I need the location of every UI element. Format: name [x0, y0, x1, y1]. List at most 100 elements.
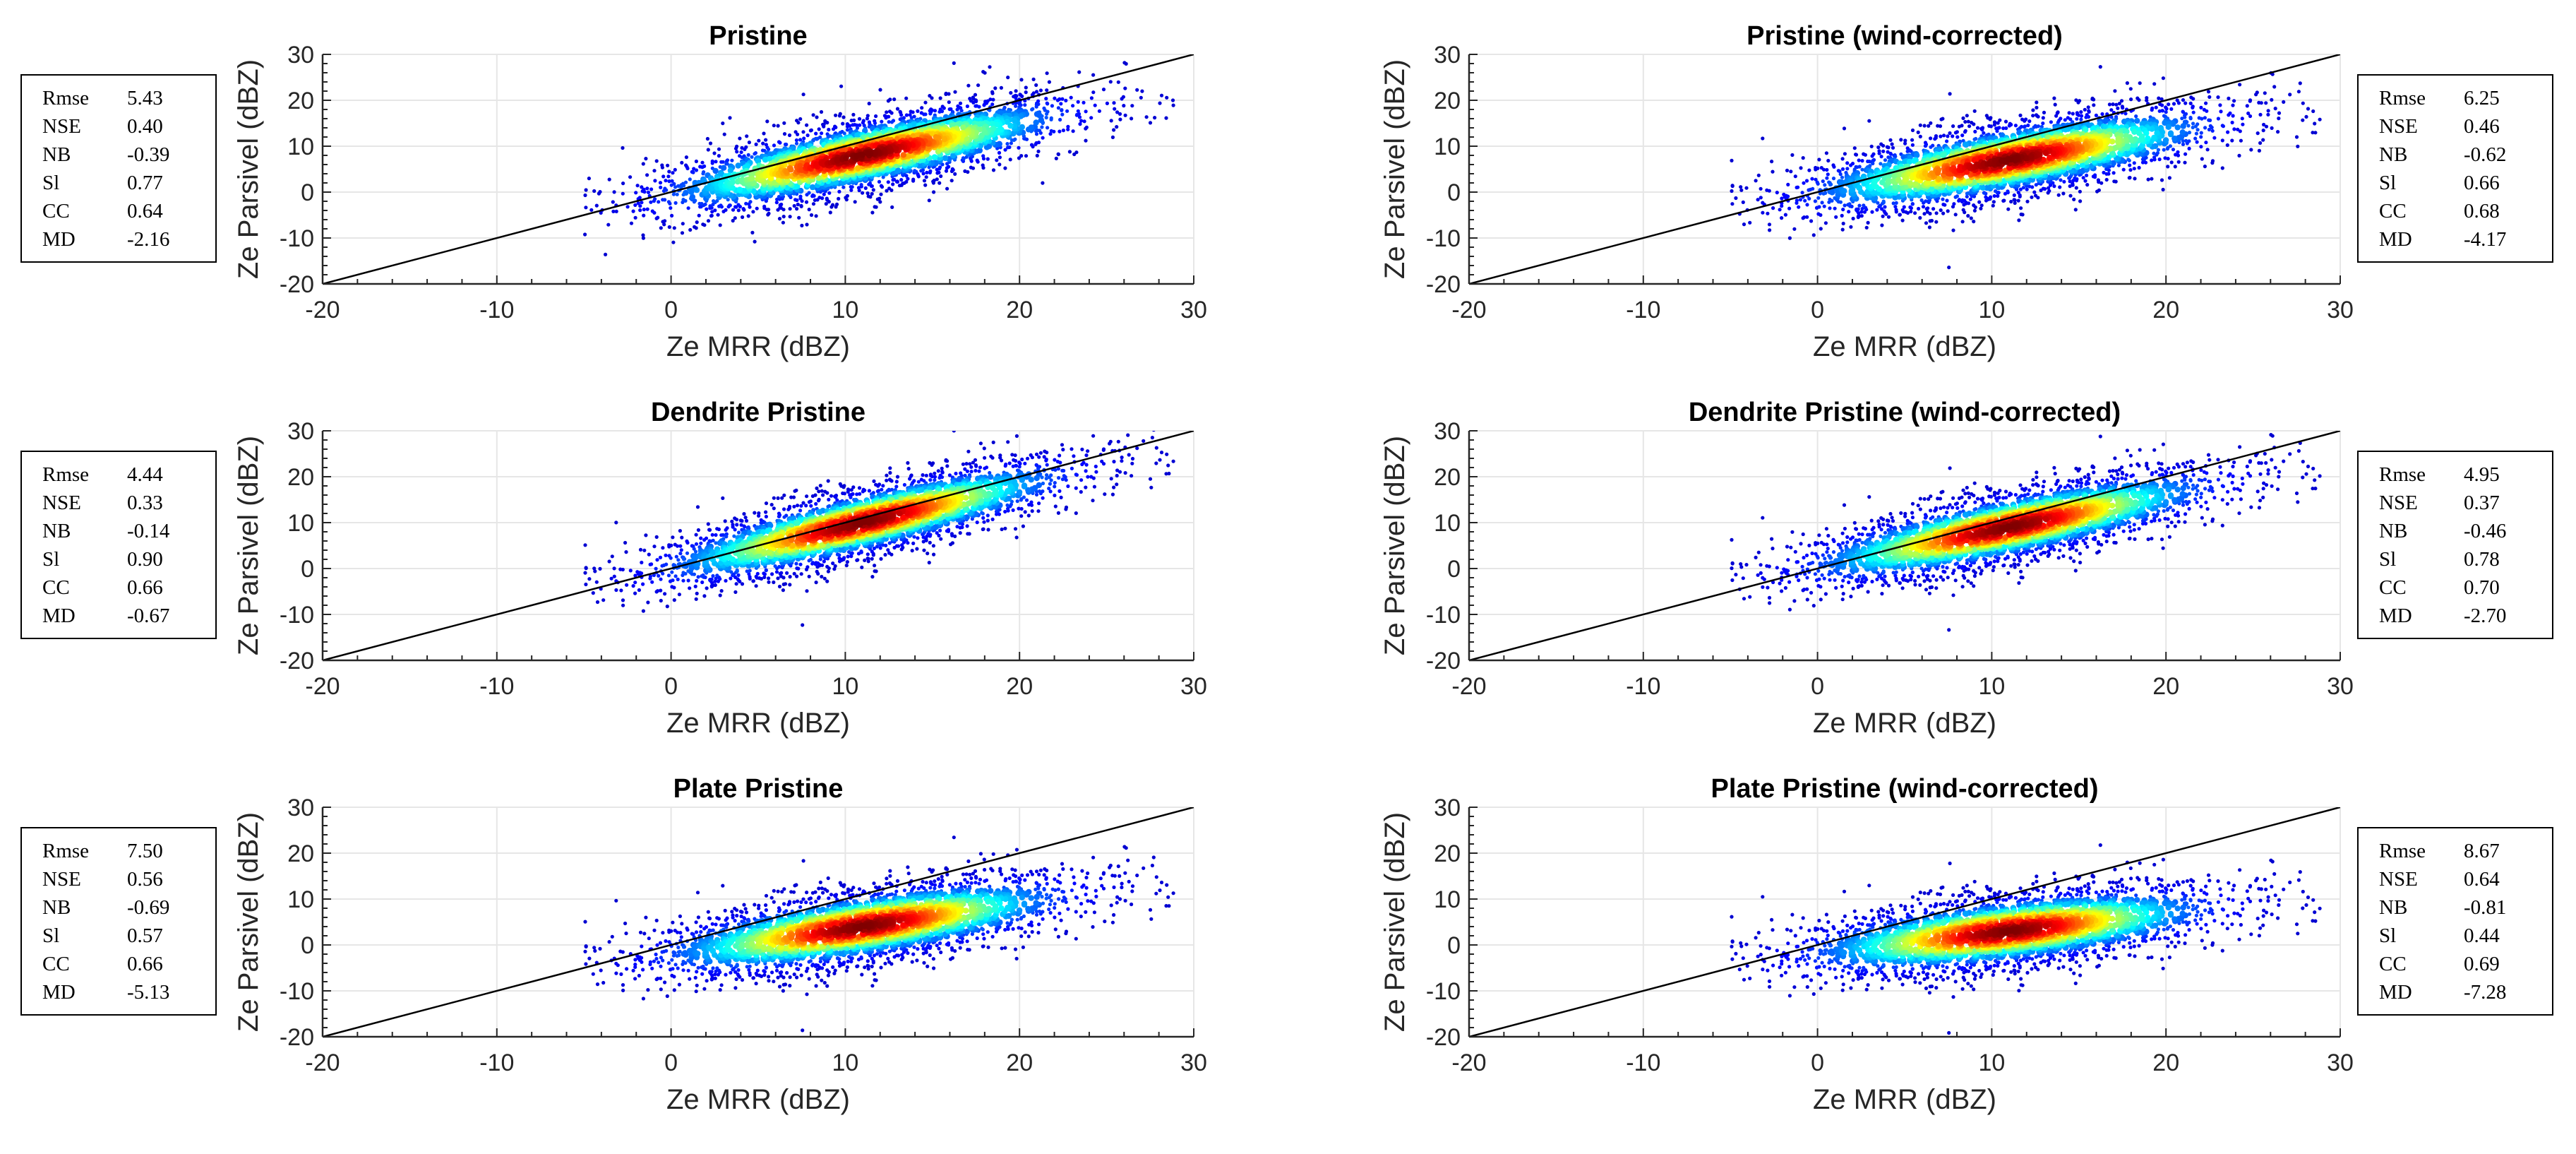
scatter-point: [2168, 144, 2172, 148]
scatter-point: [2111, 102, 2115, 107]
scatter-point: [1823, 221, 1828, 225]
scatter-point: [1821, 179, 1825, 184]
scatter-point: [1730, 184, 1735, 189]
scatter-point: [2270, 126, 2274, 130]
scatter-point: [1841, 188, 1847, 194]
scatter-point: [1881, 199, 1886, 203]
scatter-point: [923, 112, 928, 117]
scatter-point: [1922, 212, 1927, 216]
scatter-point: [728, 116, 732, 120]
scatter-point: [822, 192, 826, 196]
scatter-point: [2167, 130, 2174, 136]
scatter-point: [947, 165, 951, 169]
scatter-points: [583, 61, 1175, 256]
scatter-point: [1961, 208, 1965, 212]
scatter-point: [819, 109, 824, 114]
scatter-point: [2007, 124, 2011, 128]
one-to-one-line: [323, 54, 1194, 284]
scatter-point: [673, 185, 678, 189]
scatter-point: [721, 121, 725, 126]
scatter-point: [657, 200, 661, 204]
scatter-point: [1883, 158, 1888, 162]
scatter-point: [1972, 122, 1976, 126]
scatter-point: [671, 240, 676, 244]
scatter-point: [738, 136, 742, 141]
scatter-point: [1084, 138, 1088, 143]
scatter-point: [2117, 102, 2121, 106]
scatter-point: [1817, 157, 1821, 162]
scatter-point: [2023, 119, 2027, 123]
scatter-point: [2006, 189, 2010, 194]
scatter-point: [2181, 139, 2185, 143]
scatter-point: [1934, 220, 1939, 224]
scatter-point: [928, 169, 933, 173]
scatter-point: [654, 159, 659, 163]
scatter-point: [666, 174, 671, 179]
scatter-point: [2226, 130, 2230, 134]
scatter-point: [767, 155, 773, 162]
scatter-point: [1918, 134, 1922, 138]
scatter-point: [2187, 139, 2191, 143]
scatter-point: [966, 169, 970, 174]
scatter-point: [1941, 202, 1946, 207]
scatter-point: [2264, 101, 2268, 105]
scatter-point: [1895, 177, 1902, 183]
scatter-point: [2199, 135, 2203, 139]
scatter-point: [776, 124, 780, 128]
scatter-point: [1972, 109, 1977, 113]
scatter-point: [1047, 80, 1051, 84]
scatter-point: [656, 215, 660, 220]
scatter-point: [1023, 103, 1027, 107]
scatter-point: [1841, 221, 1845, 226]
scatter-point: [2191, 125, 2195, 130]
scatter-point: [784, 142, 789, 147]
scatter-point: [879, 184, 883, 188]
scatter-point: [1979, 203, 1984, 208]
scatter-point: [2230, 120, 2234, 125]
scatter-point: [842, 131, 846, 136]
scatter-point: [753, 152, 757, 156]
scatter-point: [2187, 131, 2192, 135]
scatter-point: [865, 191, 870, 196]
scatter-point: [642, 208, 646, 212]
scatter-point: [1124, 61, 1128, 66]
scatter-point: [899, 178, 904, 182]
scatter-point: [748, 205, 752, 209]
scatter-point: [1822, 167, 1826, 172]
scatter-point: [2072, 197, 2076, 201]
scatter-point: [782, 121, 786, 125]
scatter-point: [614, 209, 618, 213]
scatter-point: [837, 196, 841, 201]
scatter-point: [1060, 97, 1065, 101]
stat-value: 5.43: [127, 87, 163, 109]
scatter-point: [971, 100, 976, 105]
scatter-point: [1759, 196, 1763, 200]
scatter-point: [1859, 210, 1864, 214]
scatter-point: [1957, 198, 1962, 202]
scatter-point: [671, 192, 676, 196]
scatter-point: [1109, 119, 1113, 123]
scatter-point: [1879, 155, 1883, 159]
scatter-point: [1813, 199, 1817, 203]
scatter-point: [706, 219, 711, 223]
scatter-point: [881, 175, 885, 179]
scatter-point: [1966, 119, 1970, 124]
scatter-point: [633, 203, 637, 207]
scatter-point: [1112, 128, 1116, 132]
scatter-point: [1883, 205, 1887, 209]
x-tick-label: -10: [479, 297, 514, 323]
scatter-point: [928, 112, 933, 116]
scatter-point: [1761, 136, 1765, 141]
scatter-point: [1004, 119, 1010, 125]
scatter-point: [1144, 115, 1149, 119]
scatter-point: [2048, 183, 2053, 187]
scatter-point: [1988, 117, 1992, 121]
scatter-point: [2111, 171, 2116, 175]
scatter-point: [911, 110, 915, 114]
scatter-point: [2266, 109, 2270, 113]
scatter-point: [1825, 176, 1829, 180]
scatter-point: [2067, 111, 2071, 115]
scatter-point: [1056, 106, 1060, 110]
scatter-point: [1055, 98, 1060, 102]
x-tick-label: 30: [1180, 297, 1207, 323]
